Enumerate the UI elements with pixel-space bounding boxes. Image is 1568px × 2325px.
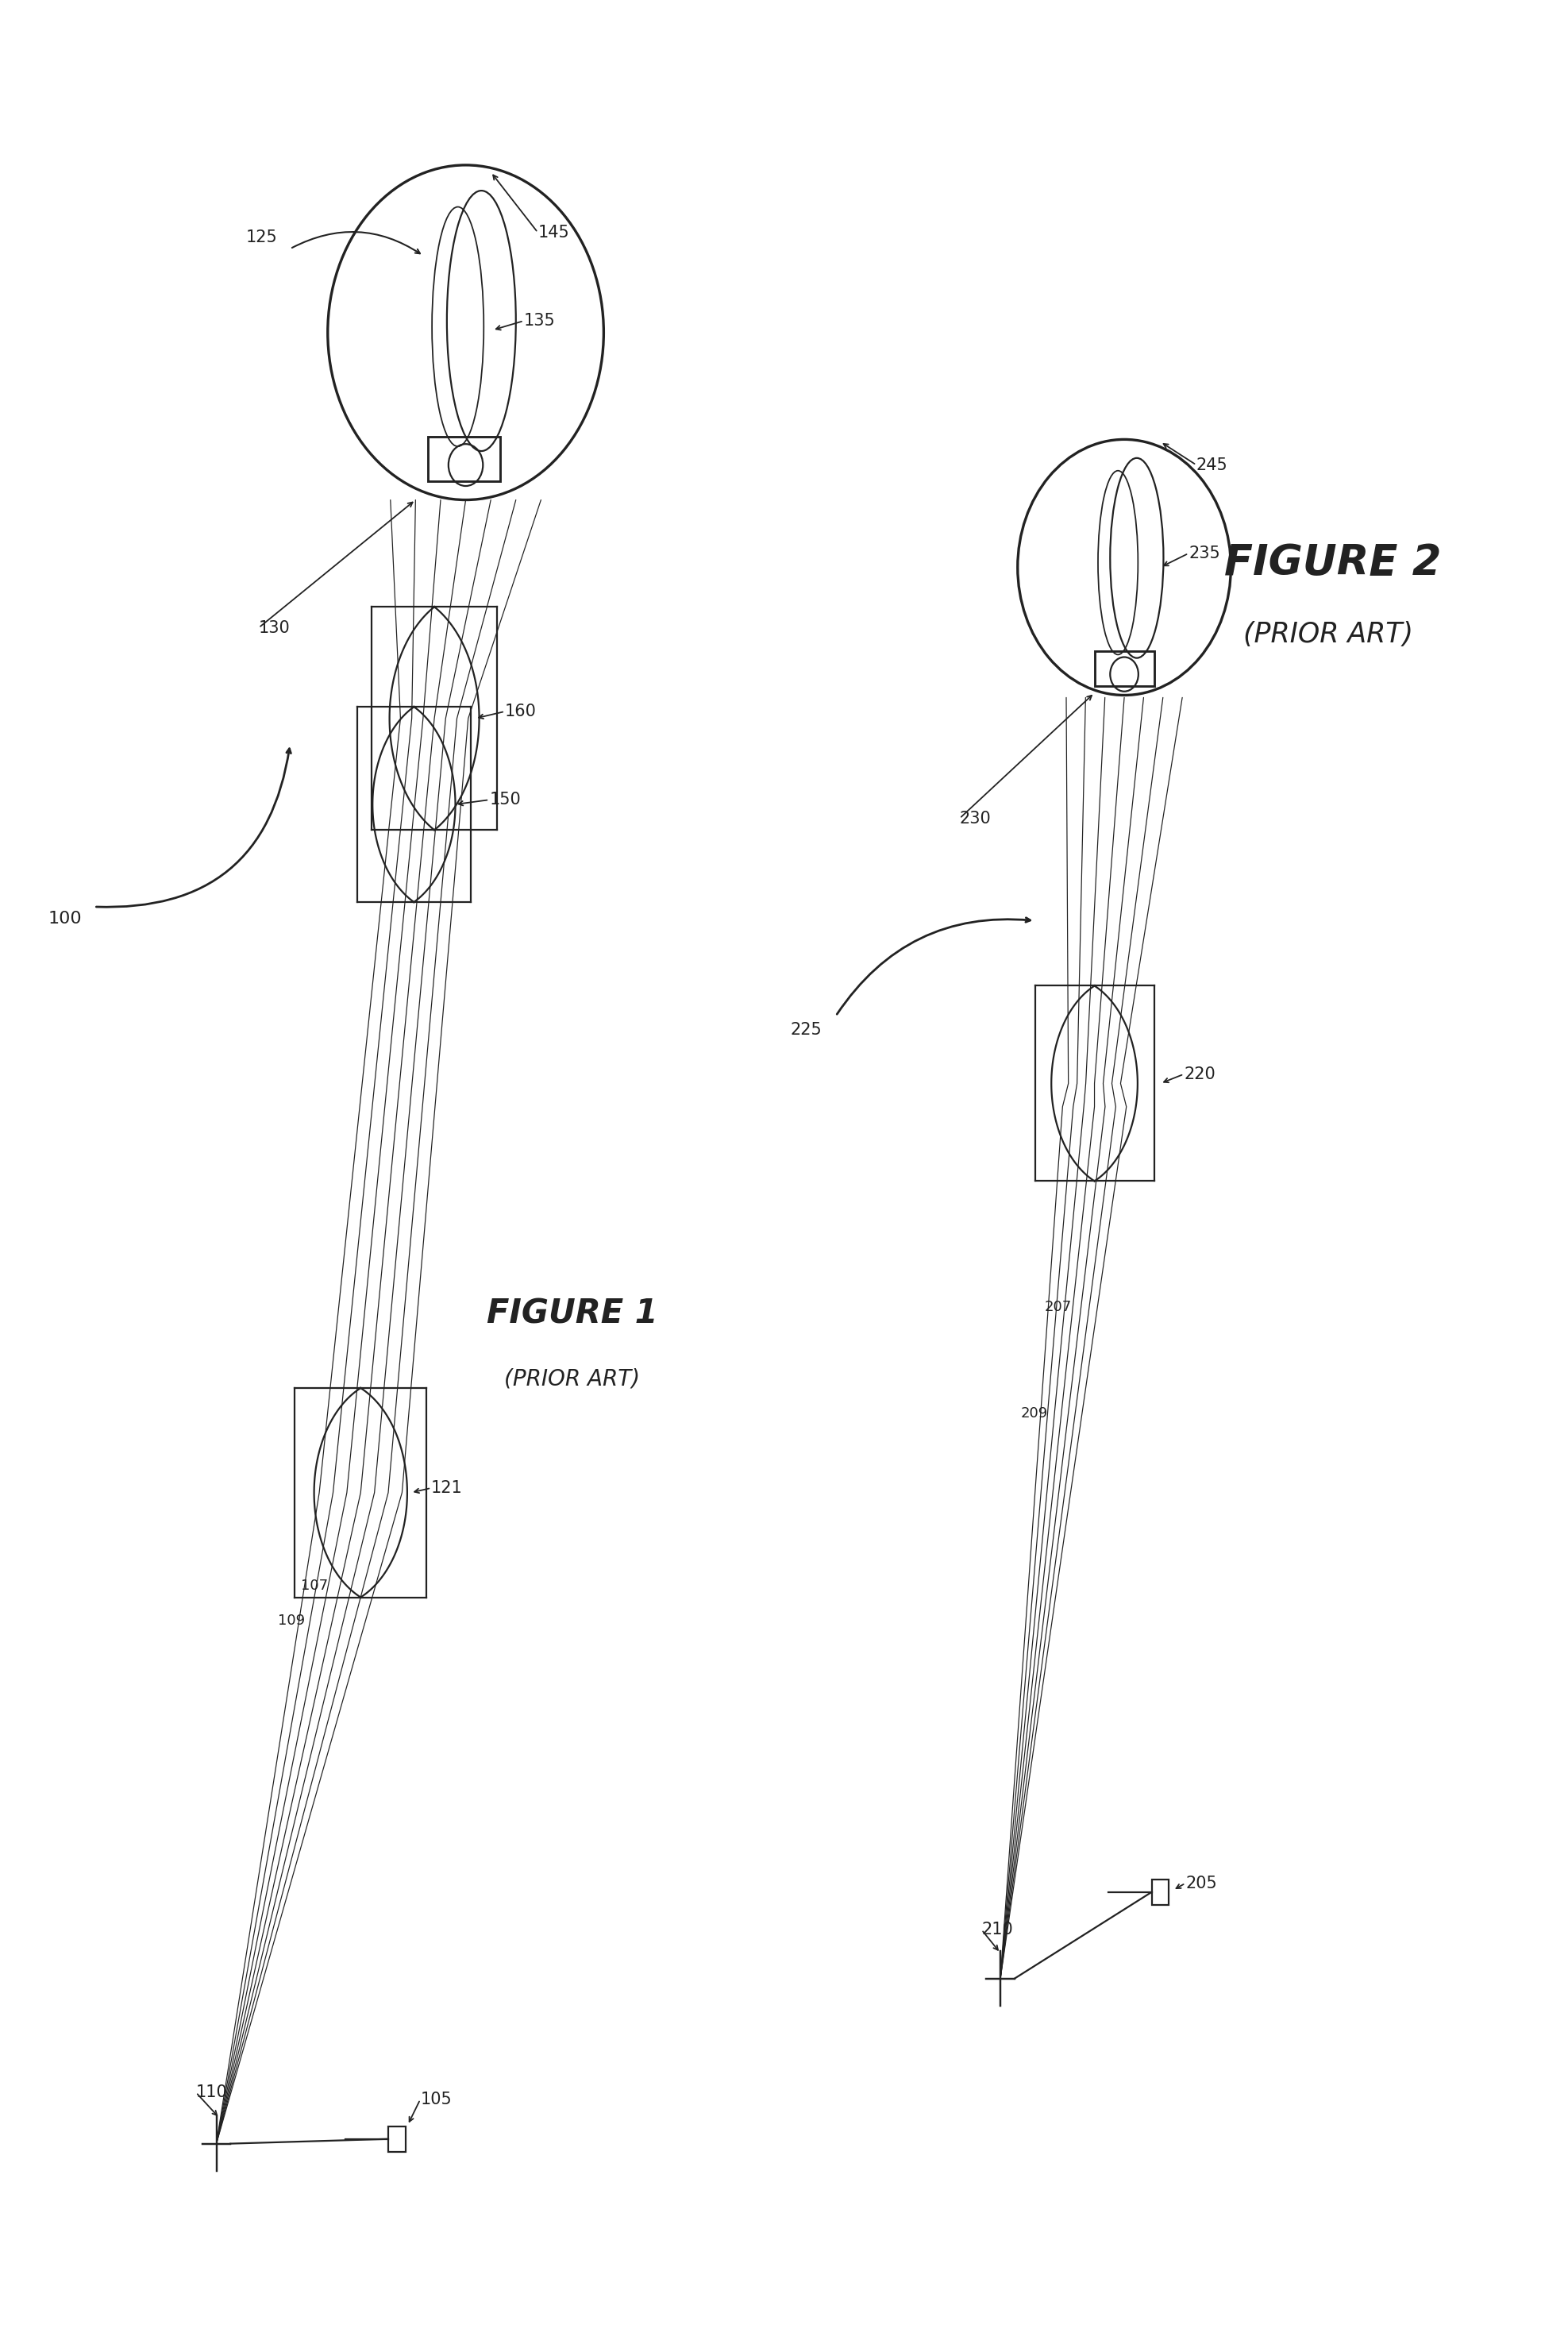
Text: 135: 135 xyxy=(524,314,555,328)
Text: 100: 100 xyxy=(47,911,82,925)
Text: 235: 235 xyxy=(1189,546,1220,560)
Text: FIGURE 2: FIGURE 2 xyxy=(1225,542,1441,584)
Text: (PRIOR ART): (PRIOR ART) xyxy=(1243,621,1413,649)
Text: FIGURE 1: FIGURE 1 xyxy=(486,1297,659,1330)
Text: 209: 209 xyxy=(1021,1407,1047,1421)
Text: 150: 150 xyxy=(489,793,521,807)
Text: 225: 225 xyxy=(790,1023,822,1037)
Bar xyxy=(428,437,500,481)
Text: 205: 205 xyxy=(1185,1876,1217,1890)
Text: 145: 145 xyxy=(538,226,569,239)
Text: (PRIOR ART): (PRIOR ART) xyxy=(505,1367,640,1390)
Text: 130: 130 xyxy=(259,621,290,635)
Text: 125: 125 xyxy=(246,230,278,244)
Text: 121: 121 xyxy=(431,1481,463,1495)
Text: 107: 107 xyxy=(301,1579,328,1593)
Text: 230: 230 xyxy=(960,811,991,825)
Bar xyxy=(1094,651,1154,686)
Text: 207: 207 xyxy=(1044,1300,1071,1314)
Bar xyxy=(1151,1879,1170,1906)
Bar xyxy=(389,2125,405,2153)
Text: 245: 245 xyxy=(1196,458,1228,472)
Text: 110: 110 xyxy=(196,2086,227,2099)
Text: 105: 105 xyxy=(420,2093,452,2106)
Text: 160: 160 xyxy=(505,704,536,718)
Text: 210: 210 xyxy=(982,1923,1013,1937)
Text: 109: 109 xyxy=(278,1614,304,1628)
Text: 220: 220 xyxy=(1184,1067,1215,1081)
